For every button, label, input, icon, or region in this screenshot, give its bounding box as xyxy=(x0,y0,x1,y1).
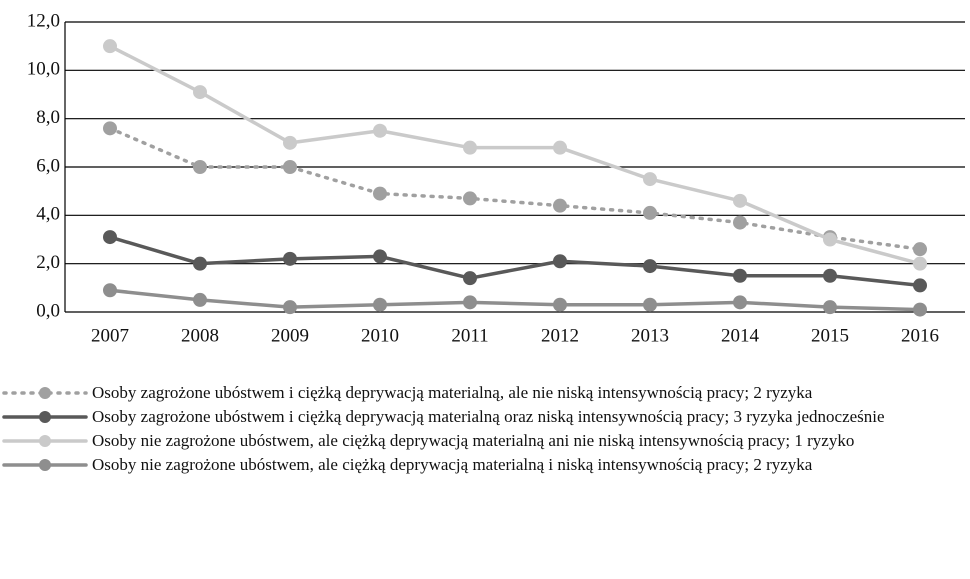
legend-item: Osoby nie zagrożone ubóstwem, ale ciężką… xyxy=(0,453,970,477)
y-tick-label: 12,0 xyxy=(27,10,60,31)
x-tick-label: 2012 xyxy=(541,325,579,346)
series-marker xyxy=(733,268,747,283)
series-marker xyxy=(373,123,387,138)
series-marker xyxy=(283,251,297,266)
legend-label: Osoby nie zagrożone ubóstwem, ale ciężką… xyxy=(92,431,855,450)
series-marker xyxy=(823,268,837,283)
series-marker xyxy=(733,295,747,310)
x-tick-label: 2007 xyxy=(91,325,129,346)
x-tick-label: 2010 xyxy=(361,325,399,346)
x-tick-label: 2015 xyxy=(811,325,849,346)
series-marker xyxy=(913,256,927,271)
series-marker xyxy=(733,215,747,230)
legend-icon xyxy=(2,435,88,447)
legend-marker xyxy=(39,411,51,423)
series-marker xyxy=(823,232,837,247)
series-marker xyxy=(733,193,747,208)
y-tick-label: 8,0 xyxy=(36,107,60,128)
series-marker xyxy=(193,85,207,100)
series-line xyxy=(108,126,922,251)
series-marker xyxy=(913,278,927,293)
legend-label: Osoby zagrożone ubóstwem i ciężką depryw… xyxy=(92,383,813,402)
series-marker xyxy=(643,172,657,187)
series-marker xyxy=(193,256,207,271)
y-tick-label: 4,0 xyxy=(36,204,60,225)
legend-label: Osoby zagrożone ubóstwem i ciężką depryw… xyxy=(92,407,885,426)
series-marker xyxy=(913,242,927,257)
series-marker xyxy=(913,302,927,317)
series-marker xyxy=(463,191,477,206)
legend-icon xyxy=(2,411,88,423)
series-marker xyxy=(103,230,117,245)
y-tick-label: 2,0 xyxy=(36,252,60,273)
series-line xyxy=(108,288,922,312)
y-tick-label: 10,0 xyxy=(27,59,60,80)
series-marker xyxy=(463,271,477,286)
y-tick-label: 6,0 xyxy=(36,155,60,176)
series-marker xyxy=(553,297,567,312)
x-tick-label: 2011 xyxy=(451,325,488,346)
legend-marker xyxy=(39,387,51,399)
series-marker xyxy=(103,39,117,54)
legend-item: Osoby zagrożone ubóstwem i ciężką depryw… xyxy=(0,381,970,405)
series-marker xyxy=(103,121,117,136)
legend: Osoby zagrożone ubóstwem i ciężką depryw… xyxy=(0,381,970,477)
legend-item: Osoby zagrożone ubóstwem i ciężką depryw… xyxy=(0,405,970,429)
x-tick-label: 2016 xyxy=(901,325,939,346)
series-marker xyxy=(373,297,387,312)
series-marker xyxy=(193,160,207,174)
series-marker xyxy=(823,300,837,315)
series-marker xyxy=(283,135,297,150)
series-marker xyxy=(463,140,477,155)
series-marker xyxy=(373,249,387,264)
series-marker xyxy=(373,186,387,201)
legend-marker xyxy=(39,459,51,471)
series-marker xyxy=(553,198,567,213)
chart: 0,0 2,0 4,0 6,0 8,0 10,0 12,0 2007 2008 2009 2010 2… xyxy=(27,10,965,346)
series-marker xyxy=(283,300,297,315)
legend-marker xyxy=(39,435,51,447)
series-marker xyxy=(643,259,657,274)
series-marker xyxy=(553,254,567,269)
series-marker xyxy=(643,205,657,220)
series-marker xyxy=(103,283,117,298)
y-tick-label: 0,0 xyxy=(36,300,60,321)
x-tick-label: 2014 xyxy=(721,325,760,346)
legend-icon xyxy=(2,459,88,471)
series-line xyxy=(108,235,922,288)
legend-icon xyxy=(2,387,88,399)
x-tick-label: 2013 xyxy=(631,325,669,346)
series-line xyxy=(108,44,922,266)
x-tick-label: 2008 xyxy=(181,325,219,346)
series-marker xyxy=(643,297,657,312)
legend-label: Osoby nie zagrożone ubóstwem, ale ciężką… xyxy=(92,455,813,474)
series-marker xyxy=(193,292,207,307)
series-marker xyxy=(553,140,567,155)
series-marker xyxy=(463,295,477,310)
x-tick-label: 2009 xyxy=(271,325,309,346)
series-marker xyxy=(283,160,297,174)
legend-item: Osoby nie zagrożone ubóstwem, ale ciężką… xyxy=(0,429,970,453)
